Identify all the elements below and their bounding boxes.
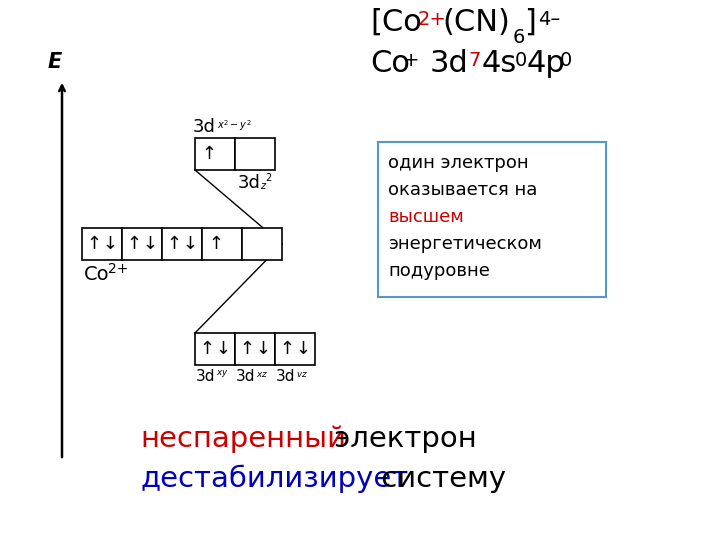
Text: ↑: ↑ — [208, 235, 224, 253]
Bar — [122, 228, 162, 260]
Text: $_z$$^2$: $_z$$^2$ — [260, 171, 273, 192]
Text: $_{vz}$: $_{vz}$ — [296, 367, 308, 380]
Text: подуровне: подуровне — [388, 262, 490, 280]
Text: ↑: ↑ — [199, 340, 215, 358]
Bar — [235, 333, 275, 365]
Text: $_{xy}$: $_{xy}$ — [216, 367, 229, 380]
Bar — [378, 142, 606, 297]
Text: 2+: 2+ — [108, 262, 128, 276]
Bar — [202, 228, 242, 260]
Bar — [195, 138, 235, 170]
Text: ↓: ↓ — [295, 340, 310, 358]
Text: 6: 6 — [513, 28, 526, 47]
Text: 7: 7 — [468, 51, 480, 70]
Text: 2+: 2+ — [418, 10, 447, 29]
Text: [Co: [Co — [370, 8, 422, 37]
Text: ↓: ↓ — [182, 235, 197, 253]
Bar — [242, 228, 282, 260]
Text: 3d: 3d — [430, 49, 469, 78]
Text: оказывается на: оказывается на — [388, 181, 537, 199]
Text: 0: 0 — [515, 51, 527, 70]
Text: (CN): (CN) — [442, 8, 510, 37]
Text: 0: 0 — [560, 51, 572, 70]
Text: $_{xz}$: $_{xz}$ — [256, 367, 268, 380]
Bar — [275, 333, 315, 365]
Text: ↓: ↓ — [143, 235, 158, 253]
Bar — [235, 138, 275, 170]
Text: ↓: ↓ — [102, 235, 117, 253]
Text: ↑: ↑ — [279, 340, 294, 358]
Text: ↑: ↑ — [86, 235, 102, 253]
Text: ↑: ↑ — [240, 340, 255, 358]
Text: ↓: ↓ — [256, 340, 271, 358]
Text: ↑: ↑ — [166, 235, 181, 253]
Bar — [82, 228, 122, 260]
Text: энергетическом: энергетическом — [388, 235, 542, 253]
Text: электрон: электрон — [325, 425, 477, 453]
Text: неспаренный: неспаренный — [140, 425, 346, 453]
Text: 3d: 3d — [238, 174, 261, 192]
Bar — [195, 333, 235, 365]
Text: 4p: 4p — [527, 49, 566, 78]
Text: +: + — [403, 51, 420, 70]
Text: 3d: 3d — [236, 369, 256, 384]
Text: ↑: ↑ — [127, 235, 142, 253]
Text: $_{x^2-y^2}$: $_{x^2-y^2}$ — [217, 118, 252, 133]
Text: дестабилизирует: дестабилизирует — [140, 465, 408, 494]
Text: систему: систему — [372, 465, 506, 493]
Text: E: E — [48, 52, 62, 72]
Text: 4–: 4– — [538, 10, 560, 29]
Text: Co: Co — [84, 265, 109, 284]
Text: один электрон: один электрон — [388, 154, 528, 172]
Text: высшем: высшем — [388, 208, 464, 226]
Text: 3d: 3d — [276, 369, 295, 384]
Text: ]: ] — [524, 8, 536, 37]
Text: Co: Co — [370, 49, 410, 78]
Text: ↓: ↓ — [215, 340, 230, 358]
Text: ↑: ↑ — [202, 145, 217, 163]
Text: 4s: 4s — [482, 49, 517, 78]
Bar — [162, 228, 202, 260]
Text: 3d: 3d — [196, 369, 215, 384]
Text: 3d: 3d — [193, 118, 216, 136]
